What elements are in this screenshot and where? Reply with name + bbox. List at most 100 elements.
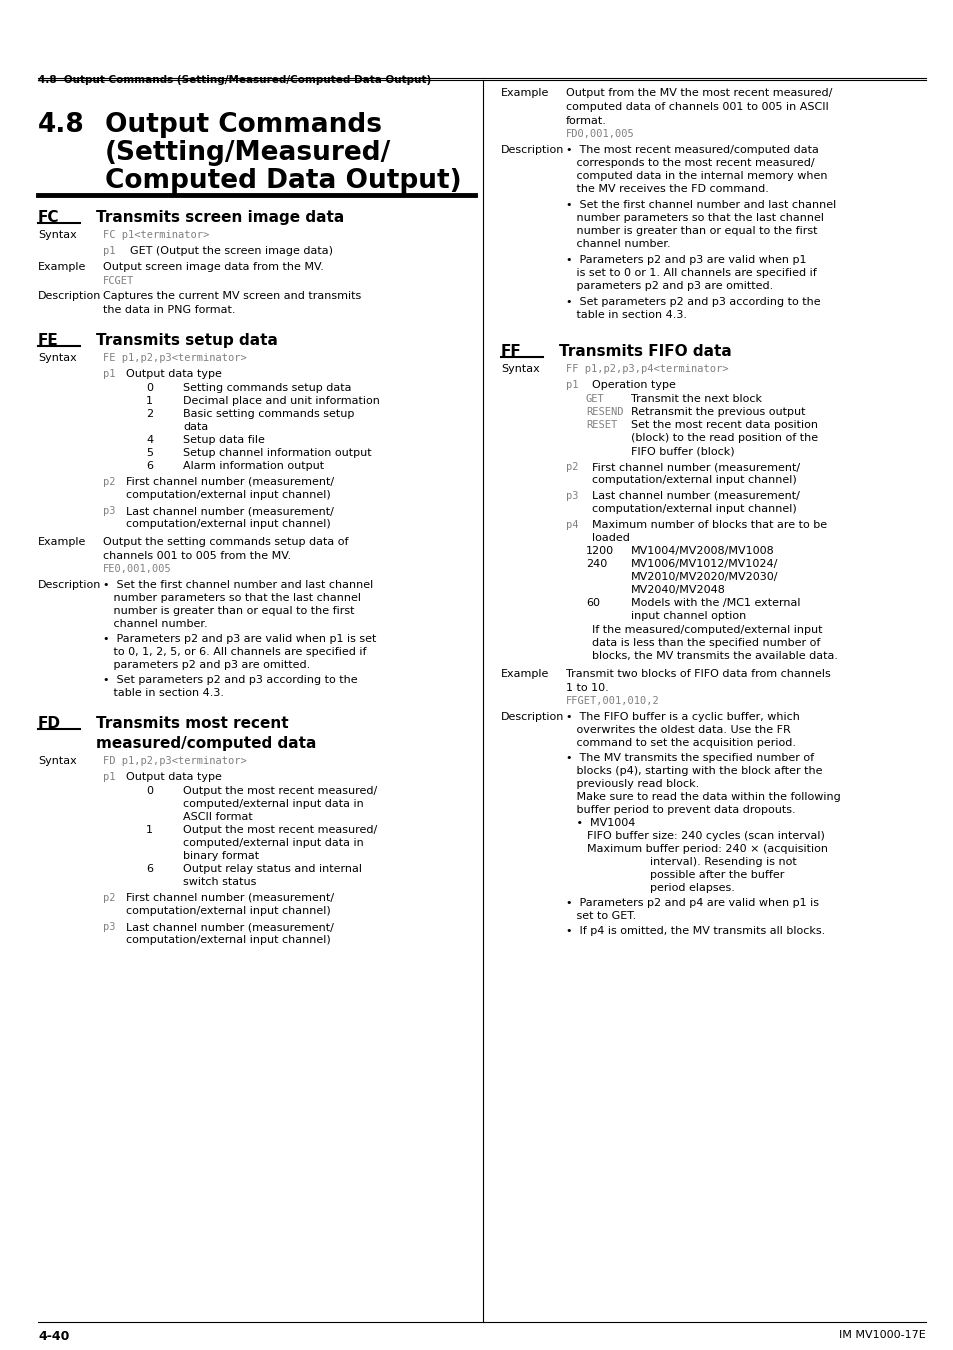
Text: Basic setting commands setup: Basic setting commands setup — [183, 409, 354, 418]
Text: number is greater than or equal to the first: number is greater than or equal to the f… — [565, 225, 817, 236]
Text: input channel option: input channel option — [630, 612, 745, 621]
Text: Transmit the next block: Transmit the next block — [630, 394, 761, 404]
Text: Output relay status and internal: Output relay status and internal — [183, 864, 361, 873]
Text: Syntax: Syntax — [38, 352, 76, 363]
Text: Last channel number (measurement/: Last channel number (measurement/ — [126, 506, 334, 516]
Text: channel number.: channel number. — [565, 239, 670, 248]
Text: •  Set the first channel number and last channel: • Set the first channel number and last … — [103, 580, 373, 590]
Text: •  MV1004: • MV1004 — [565, 818, 635, 828]
Text: data: data — [183, 423, 208, 432]
Text: Setting commands setup data: Setting commands setup data — [183, 383, 351, 393]
Text: Operation type: Operation type — [592, 379, 675, 390]
Text: 1: 1 — [146, 396, 152, 406]
Text: Example: Example — [500, 670, 549, 679]
Text: table in section 4.3.: table in section 4.3. — [565, 310, 686, 320]
Text: MV1004/MV2008/MV1008: MV1004/MV2008/MV1008 — [630, 545, 774, 556]
Text: Set the most recent data position: Set the most recent data position — [630, 420, 817, 431]
Text: command to set the acquisition period.: command to set the acquisition period. — [565, 738, 795, 748]
Text: the data in PNG format.: the data in PNG format. — [103, 305, 235, 315]
Text: table in section 4.3.: table in section 4.3. — [103, 688, 224, 698]
Text: Maximum buffer period: 240 × (acquisition: Maximum buffer period: 240 × (acquisitio… — [565, 844, 827, 855]
Text: FCGET: FCGET — [103, 275, 134, 286]
Text: Computed Data Output): Computed Data Output) — [105, 167, 461, 194]
Text: Example: Example — [500, 88, 549, 99]
Text: Output Commands: Output Commands — [105, 112, 381, 138]
Text: IM MV1000-17E: IM MV1000-17E — [839, 1330, 925, 1341]
Text: 2: 2 — [146, 409, 153, 418]
Text: computation/external input channel): computation/external input channel) — [126, 490, 331, 500]
Text: Output the setting commands setup data of: Output the setting commands setup data o… — [103, 537, 348, 547]
Text: 4-40: 4-40 — [38, 1330, 70, 1343]
Text: 0: 0 — [146, 383, 152, 393]
Text: •  Set parameters p2 and p3 according to the: • Set parameters p2 and p3 according to … — [103, 675, 357, 684]
Text: Make sure to read the data within the following: Make sure to read the data within the fo… — [565, 792, 840, 802]
Text: •  Set the first channel number and last channel: • Set the first channel number and last … — [565, 200, 836, 211]
Text: ASCII format: ASCII format — [183, 811, 253, 822]
Text: Example: Example — [38, 262, 87, 271]
Text: Syntax: Syntax — [38, 230, 76, 240]
Text: •  If p4 is omitted, the MV transmits all blocks.: • If p4 is omitted, the MV transmits all… — [565, 926, 824, 936]
Text: •  The FIFO buffer is a cyclic buffer, which: • The FIFO buffer is a cyclic buffer, wh… — [565, 711, 799, 722]
Text: channel number.: channel number. — [103, 620, 208, 629]
Text: Models with the /MC1 external: Models with the /MC1 external — [630, 598, 800, 608]
Text: 5: 5 — [146, 448, 152, 458]
Text: set to GET.: set to GET. — [565, 911, 636, 921]
Text: Setup channel information output: Setup channel information output — [183, 448, 372, 458]
Text: computed data of channels 001 to 005 in ASCII: computed data of channels 001 to 005 in … — [565, 103, 828, 112]
Text: period elapses.: period elapses. — [565, 883, 734, 892]
Text: Transmit two blocks of FIFO data from channels: Transmit two blocks of FIFO data from ch… — [565, 670, 830, 679]
Text: Transmits screen image data: Transmits screen image data — [96, 211, 344, 225]
Text: switch status: switch status — [183, 878, 256, 887]
Text: computation/external input channel): computation/external input channel) — [592, 504, 796, 514]
Text: computed/external input data in: computed/external input data in — [183, 838, 363, 848]
Text: to 0, 1, 2, 5, or 6. All channels are specified if: to 0, 1, 2, 5, or 6. All channels are sp… — [103, 647, 366, 657]
Text: FFGET,001,010,2: FFGET,001,010,2 — [565, 697, 659, 706]
Text: channels 001 to 005 from the MV.: channels 001 to 005 from the MV. — [103, 551, 291, 562]
Text: •  The most recent measured/computed data: • The most recent measured/computed data — [565, 144, 818, 155]
Text: (Setting/Measured/: (Setting/Measured/ — [105, 140, 391, 166]
Text: Captures the current MV screen and transmits: Captures the current MV screen and trans… — [103, 292, 361, 301]
Text: Output data type: Output data type — [126, 772, 222, 782]
Text: •  The MV transmits the specified number of: • The MV transmits the specified number … — [565, 753, 813, 763]
Text: Output the most recent measured/: Output the most recent measured/ — [183, 825, 376, 836]
Text: FD: FD — [38, 716, 61, 730]
Text: blocks, the MV transmits the available data.: blocks, the MV transmits the available d… — [592, 651, 837, 661]
Text: computation/external input channel): computation/external input channel) — [126, 936, 331, 945]
Text: computation/external input channel): computation/external input channel) — [126, 518, 331, 529]
Text: FF p1,p2,p3,p4<terminator>: FF p1,p2,p3,p4<terminator> — [565, 364, 728, 374]
Text: FD0,001,005: FD0,001,005 — [565, 130, 634, 139]
Text: •  Set parameters p2 and p3 according to the: • Set parameters p2 and p3 according to … — [565, 297, 820, 306]
Text: loaded: loaded — [592, 533, 629, 543]
Text: number parameters so that the last channel: number parameters so that the last chann… — [103, 593, 360, 603]
Text: 60: 60 — [585, 598, 599, 608]
Text: Alarm information output: Alarm information output — [183, 460, 324, 471]
Text: FF: FF — [500, 344, 521, 359]
Text: p2: p2 — [103, 477, 115, 487]
Text: data is less than the specified number of: data is less than the specified number o… — [592, 639, 820, 648]
Text: Retransmit the previous output: Retransmit the previous output — [630, 406, 804, 417]
Text: FD p1,p2,p3<terminator>: FD p1,p2,p3<terminator> — [103, 756, 247, 765]
Text: interval). Resending is not: interval). Resending is not — [565, 857, 796, 867]
Text: p1: p1 — [103, 369, 115, 379]
Text: p2: p2 — [103, 892, 115, 903]
Text: •  Parameters p2 and p3 are valid when p1: • Parameters p2 and p3 are valid when p1 — [565, 255, 805, 265]
Text: Output from the MV the most recent measured/: Output from the MV the most recent measu… — [565, 88, 832, 99]
Text: Last channel number (measurement/: Last channel number (measurement/ — [126, 922, 334, 931]
Text: p3: p3 — [103, 506, 115, 516]
Text: binary format: binary format — [183, 850, 259, 861]
Text: GET (Output the screen image data): GET (Output the screen image data) — [130, 246, 333, 256]
Text: parameters p2 and p3 are omitted.: parameters p2 and p3 are omitted. — [103, 660, 310, 670]
Text: 6: 6 — [146, 460, 152, 471]
Text: computed/external input data in: computed/external input data in — [183, 799, 363, 809]
Text: p1: p1 — [103, 246, 115, 256]
Text: p3: p3 — [565, 491, 578, 501]
Text: MV2040/MV2048: MV2040/MV2048 — [630, 585, 725, 595]
Text: previously read block.: previously read block. — [565, 779, 699, 788]
Text: RESEND: RESEND — [585, 406, 623, 417]
Text: FE0,001,005: FE0,001,005 — [103, 564, 172, 574]
Text: First channel number (measurement/: First channel number (measurement/ — [592, 462, 800, 472]
Text: buffer period to prevent data dropouts.: buffer period to prevent data dropouts. — [565, 805, 795, 815]
Text: 1 to 10.: 1 to 10. — [565, 683, 608, 693]
Text: p1: p1 — [565, 379, 578, 390]
Text: 1200: 1200 — [585, 545, 614, 556]
